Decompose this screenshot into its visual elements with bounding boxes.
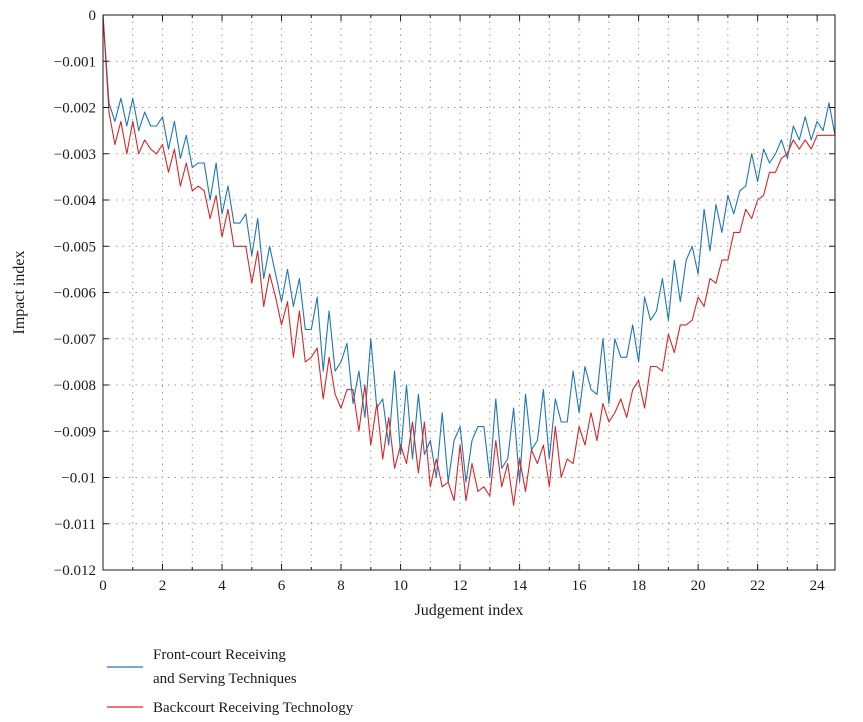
x-axis-label: Judgement index [415,602,524,619]
y-tick-label: −0.003 [54,147,96,163]
x-tick-label: 6 [278,578,286,594]
x-tick-label: 20 [691,578,706,594]
legend: Front-court Receiving and Serving Techni… [107,647,354,716]
y-tick-label: −0.011 [54,517,96,533]
y-tick-label: −0.004 [54,193,97,209]
series-layer [102,14,836,506]
y-tick-label: −0.005 [54,239,96,255]
x-tick-label: 22 [750,578,765,594]
legend-label-backcourt: Backcourt Receiving Technology [153,700,354,716]
legend-label-front-court-line2: and Serving Techniques [153,671,297,687]
series-line-front-court [102,14,836,483]
y-tick-label: −0.002 [54,101,96,117]
y-tick-label: −0.001 [54,54,96,70]
x-tick-label: 14 [512,578,528,594]
grid [103,15,835,570]
y-tick-label: −0.007 [54,332,97,348]
plot-frame [102,14,836,571]
x-tick-label: 2 [159,578,167,594]
y-tick-label: −0.008 [54,378,96,394]
x-tick-label: 4 [218,578,226,594]
x-tick-label: 18 [631,578,646,594]
y-tick-label: −0.01 [61,471,96,487]
y-tick-label: 0 [89,8,97,24]
x-tick-label: 8 [337,578,345,594]
y-tick-label: −0.006 [54,286,97,302]
y-tick-label: −0.009 [54,424,96,440]
x-tick-label: 0 [99,578,107,594]
y-axis-label: Impact index [11,251,28,335]
x-tick-label: 24 [810,578,826,594]
x-tick-label: 12 [453,578,468,594]
x-tick-label: 10 [393,578,408,594]
legend-label-front-court-line1: Front-court Receiving [153,647,286,663]
y-tick-label: −0.012 [54,563,96,579]
series-line-backcourt [102,14,835,506]
ticks: 0 2 4 6 8 10 12 14 16 18 20 22 240−0.001−0.002−0.003… [54,8,835,594]
x-tick-label: 16 [572,578,588,594]
